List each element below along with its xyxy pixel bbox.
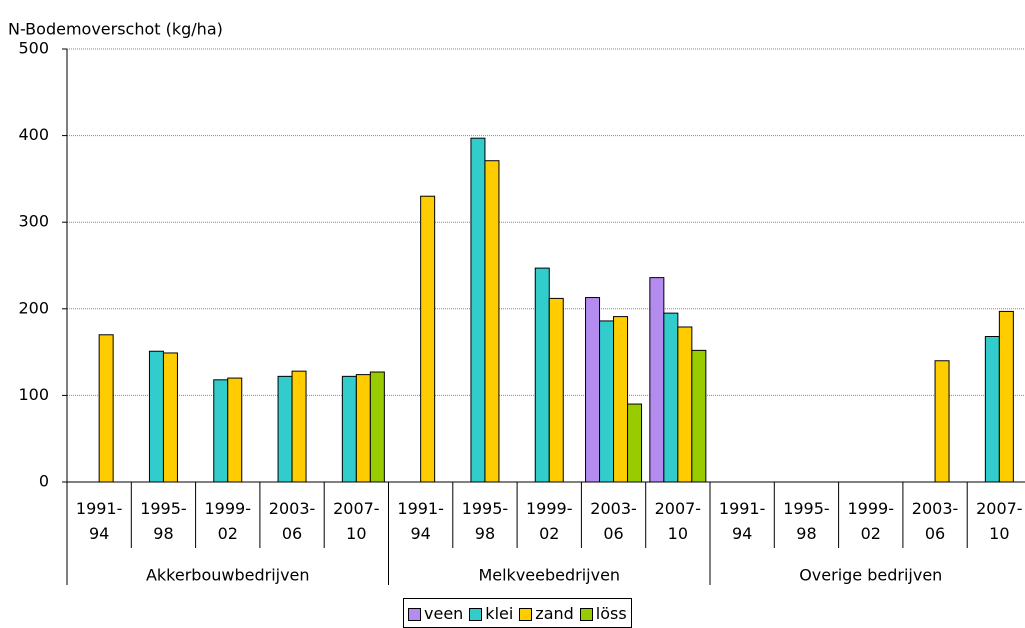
- y-axis-label: N-Bodemoverschot (kg/ha): [8, 20, 223, 39]
- x-tick-label: 2003-06: [590, 499, 637, 543]
- y-tick-label: 500: [18, 39, 49, 58]
- x-tick-label: 1995-98: [140, 499, 187, 543]
- bar: [227, 377, 243, 483]
- legend-swatch: [579, 607, 593, 621]
- x-tick-label: 1999-02: [525, 499, 573, 543]
- y-tick-label: 200: [18, 298, 49, 317]
- legend-label: klei: [485, 603, 514, 623]
- bar: [213, 379, 229, 483]
- x-tick-label: 1991-94: [75, 499, 123, 543]
- group-label: Akkerbouwbedrijven: [146, 566, 310, 585]
- bar: [677, 326, 693, 483]
- bar: [355, 374, 371, 483]
- x-tick-label: 1991-94: [718, 499, 766, 543]
- bar: [484, 160, 500, 483]
- y-tick-label: 300: [18, 212, 49, 231]
- legend-swatch: [408, 607, 421, 621]
- x-tick-label: 1999-02: [847, 499, 894, 543]
- bar: [998, 310, 1014, 483]
- x-tick-label: 1991-94: [397, 499, 444, 543]
- bar: [691, 349, 707, 483]
- x-tick-label: 2007-10: [333, 499, 380, 543]
- legend-label: veen: [424, 603, 464, 623]
- legend-item: zand: [519, 604, 574, 623]
- bar: [599, 320, 615, 483]
- bar: [585, 297, 601, 483]
- bar: [148, 350, 164, 483]
- legend-item: löss: [579, 603, 627, 623]
- x-tick-label: 2007-10: [976, 499, 1023, 543]
- x-tick-label: 1995-98: [783, 499, 830, 543]
- legend-item: veen: [408, 604, 463, 623]
- bar: [548, 297, 564, 483]
- x-tick-label: 2003-06: [268, 499, 316, 543]
- y-tick-label: 100: [18, 385, 49, 404]
- bar: [470, 137, 486, 483]
- legend-item: klei: [469, 604, 513, 623]
- legend-label: löss: [595, 603, 627, 623]
- bar: [291, 370, 307, 483]
- bar: [162, 352, 178, 483]
- bar: [98, 334, 114, 483]
- bar: [341, 375, 357, 483]
- bar: [627, 403, 643, 483]
- bar: [649, 277, 665, 483]
- group-label: Overige bedrijven: [799, 566, 942, 585]
- bar: [663, 312, 679, 483]
- bar: [613, 316, 629, 483]
- x-tick-label: 1999-02: [204, 499, 251, 543]
- x-tick-label: 2007-10: [654, 499, 702, 543]
- bar: [420, 195, 436, 483]
- bar: [534, 267, 550, 483]
- legend-swatch: [469, 607, 483, 621]
- x-tick-label: 2003-06: [911, 499, 959, 543]
- y-tick-label: 400: [18, 125, 49, 144]
- bar: [277, 375, 293, 483]
- group-label: Melkveebedrijven: [478, 566, 620, 585]
- legend-swatch: [519, 607, 533, 621]
- bar: [369, 371, 385, 483]
- legend: veen klei zand löss: [403, 598, 632, 628]
- legend-label: zand: [535, 603, 574, 623]
- y-tick-label: 0: [39, 472, 49, 491]
- x-tick-label: 1995-98: [461, 499, 509, 543]
- bar: [984, 336, 1000, 483]
- bar: [934, 360, 950, 483]
